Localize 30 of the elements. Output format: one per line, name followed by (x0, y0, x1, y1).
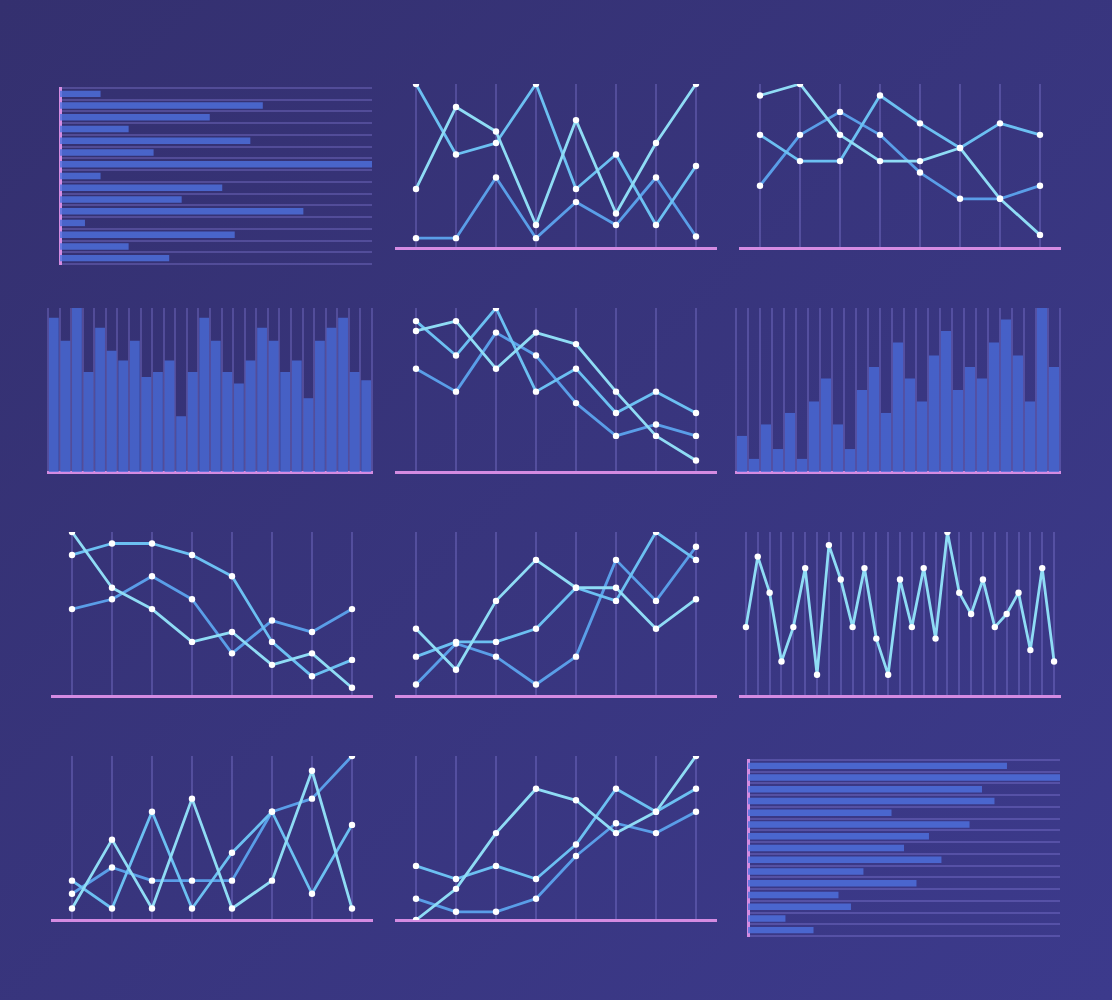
bar (748, 786, 982, 793)
bar (60, 149, 154, 156)
bar (748, 868, 864, 875)
bar (748, 915, 786, 922)
bar (60, 137, 251, 145)
bar (60, 196, 182, 203)
bar (60, 243, 129, 250)
bar (748, 833, 929, 840)
bar (60, 231, 235, 238)
bar (60, 125, 129, 133)
bar (748, 762, 1007, 770)
bar (748, 856, 942, 863)
bar (748, 879, 917, 887)
bar (748, 821, 970, 828)
bar (748, 903, 851, 910)
bar (748, 797, 995, 805)
bar (60, 254, 170, 262)
bar (60, 172, 101, 180)
bar (748, 891, 839, 899)
bar (60, 184, 223, 191)
bar (60, 114, 210, 121)
bar (60, 219, 85, 227)
bar (60, 90, 101, 98)
bar (748, 774, 1060, 781)
bar (60, 207, 304, 215)
bar (748, 926, 814, 934)
bar (748, 844, 904, 852)
bar (60, 102, 263, 109)
bar (748, 809, 892, 817)
bar (60, 161, 372, 168)
